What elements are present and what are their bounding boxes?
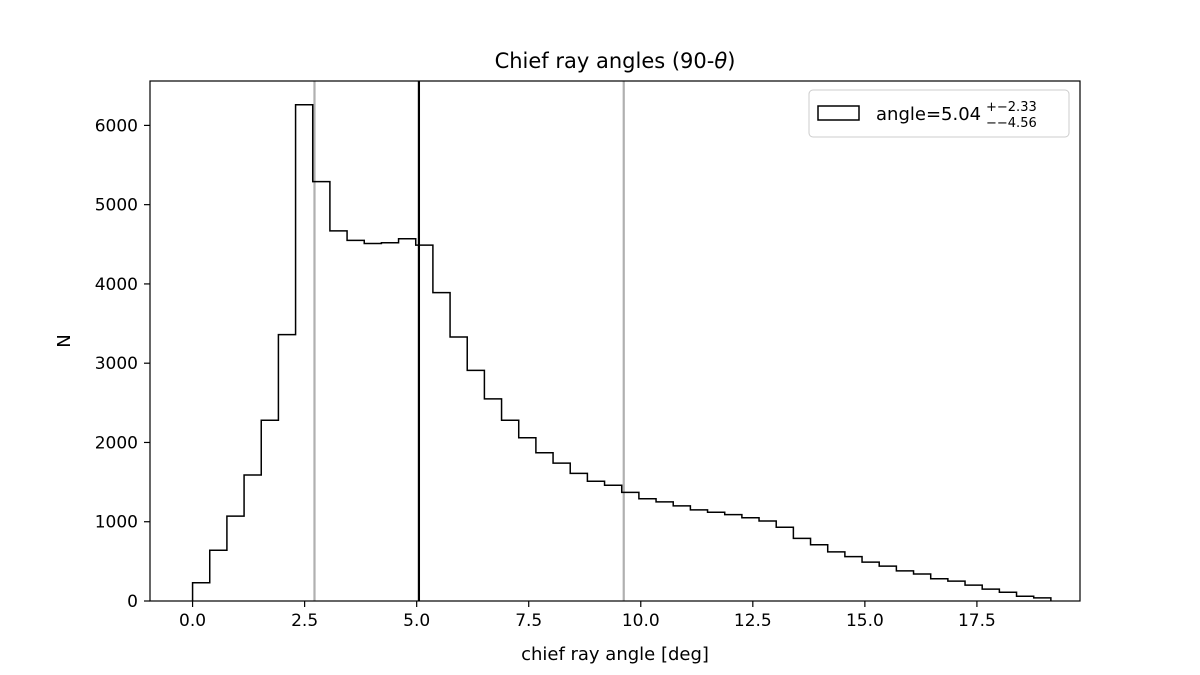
histogram-bin — [587, 481, 604, 601]
legend: angle=5.04 +−2.33 −−4.56 — [808, 89, 1070, 138]
y-tick-label: 4000 — [95, 275, 138, 295]
histogram-bin — [450, 337, 467, 601]
histogram-bin — [931, 579, 948, 601]
histogram-bin — [965, 585, 982, 601]
y-tick-label: 3000 — [95, 354, 138, 374]
histogram-bin — [896, 571, 913, 601]
histogram-step — [191, 104, 1052, 601]
chart-title: Chief ray angles (90-θ) — [495, 49, 736, 73]
y-tick-label: 6000 — [95, 116, 138, 136]
histogram-bin — [536, 453, 553, 601]
histogram-bin — [708, 512, 725, 601]
legend-label: angle=5.04 — [876, 104, 981, 125]
histogram-bin — [605, 485, 622, 601]
histogram-bin — [793, 538, 810, 601]
legend-upper-error: +−2.33 — [986, 100, 1037, 115]
histogram-bin — [227, 516, 244, 601]
histogram-bin — [656, 502, 673, 601]
x-tick-label: 0.0 — [179, 611, 206, 631]
x-axis-label: chief ray angle [deg] — [521, 644, 709, 665]
histogram-bin — [948, 581, 965, 601]
legend-box — [808, 89, 1070, 138]
histogram-bin — [313, 182, 330, 601]
histogram-bin — [673, 506, 690, 601]
histogram-bin — [914, 574, 931, 601]
y-tick-label: 1000 — [95, 513, 138, 533]
histogram-bin — [193, 583, 210, 601]
histogram-bin — [570, 473, 587, 601]
x-tick-label: 17.5 — [958, 611, 996, 631]
y-axis-label: N — [54, 334, 75, 347]
histogram-bin — [416, 245, 433, 601]
histogram-bin — [828, 552, 845, 601]
histogram-bin — [210, 550, 227, 601]
histogram-bin — [278, 335, 295, 601]
y-axis-ticks: 0 1000 2000 3000 4000 5000 6000 — [95, 116, 150, 612]
histogram-bin — [999, 592, 1016, 601]
histogram-bin — [244, 475, 261, 601]
histogram-bin — [982, 589, 999, 601]
histogram-bin — [347, 240, 364, 601]
reference-lines — [313, 81, 625, 601]
histogram-bin — [725, 515, 742, 601]
histogram-bin — [296, 105, 313, 601]
legend-swatch — [817, 105, 860, 121]
histogram-bin — [364, 244, 381, 602]
histogram-bin — [519, 438, 536, 601]
histogram-bin — [690, 510, 707, 601]
y-tick-label: 5000 — [95, 196, 138, 216]
histogram-bin — [467, 370, 484, 601]
histogram-bin — [502, 420, 519, 601]
x-tick-label: 15.0 — [846, 611, 884, 631]
histogram-bin — [776, 527, 793, 601]
plot-frame — [149, 80, 1081, 602]
histogram-bin — [399, 239, 416, 601]
x-tick-label: 7.5 — [515, 611, 542, 631]
histogram-bin — [862, 562, 879, 601]
histogram-bin — [622, 492, 639, 601]
legend-lower-error: −−4.56 — [986, 116, 1037, 131]
histogram-bin — [484, 399, 501, 601]
x-tick-label: 2.5 — [291, 611, 318, 631]
histogram-bin — [553, 463, 570, 601]
x-tick-label: 5.0 — [403, 611, 430, 631]
y-tick-label: 2000 — [95, 433, 138, 453]
histogram-bin — [742, 518, 759, 601]
histogram-bin — [330, 231, 347, 601]
x-tick-label: 12.5 — [734, 611, 772, 631]
histogram-bin — [261, 420, 278, 601]
histogram-bin — [759, 521, 776, 601]
histogram-bin — [845, 557, 862, 601]
histogram-bin — [639, 499, 656, 601]
histogram-bin — [433, 293, 450, 601]
histogram-bin — [1017, 596, 1034, 601]
histogram-bin — [879, 566, 896, 601]
x-tick-label: 10.0 — [622, 611, 660, 631]
y-tick-label: 0 — [127, 592, 138, 612]
x-axis-ticks: 0.0 2.5 5.0 7.5 10.0 12.5 15.0 17.5 — [179, 601, 996, 631]
histogram-bin — [811, 545, 828, 601]
histogram-bin — [381, 243, 398, 601]
